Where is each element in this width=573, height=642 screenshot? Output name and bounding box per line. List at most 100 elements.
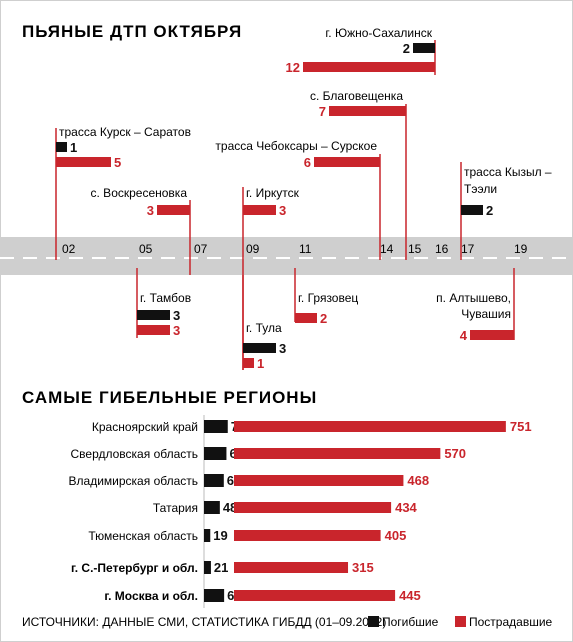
incident-label: с. Воскресеновка [91,186,188,200]
road-surface [0,237,573,275]
injured-bar [243,205,276,215]
killed-value-label: 2 [486,203,493,218]
injured-value-label: 315 [352,560,374,575]
region-label: Владимирская область [69,474,198,488]
incident-marker: г. Тула 31 [242,275,286,371]
axis-tick-label: 05 [139,242,153,256]
region-label: Татария [153,501,198,515]
incident-label: Тээли [464,182,497,196]
killed-value-label: 19 [213,528,227,543]
region-label: Красноярский край [92,420,198,434]
killed-bar [413,43,435,53]
injured-bar [137,325,170,335]
injured-bar [295,313,317,323]
chart-title: ПЬЯНЫЕ ДТП ОКТЯБРЯ [22,22,242,41]
legend-injured-label: Пострадавшие [469,615,553,629]
axis-tick-label: 17 [461,242,475,256]
injured-value-label: 445 [399,588,421,603]
incident-label: трасса Чебоксары – Сурское [215,139,377,153]
axis-tick-label: 11 [299,242,312,256]
killed-bar [137,310,170,320]
killed-value-label: 21 [214,560,228,575]
killed-bar [461,205,483,215]
axis-tick-label: 16 [435,242,449,256]
injured-value-label: 7 [319,104,326,119]
killed-value-label: 2 [403,41,410,56]
injured-value-label: 570 [444,446,466,461]
incident-marker: трасса Чебоксары – Сурское 6 [215,139,381,260]
injured-value-label: 3 [147,203,154,218]
incident-marker: трасса Кызыл – Тээли 2 [460,162,552,260]
axis-tick-label: 09 [246,242,260,256]
region-label: г. Москва и обл. [104,589,198,603]
injured-bar [243,358,254,368]
legend-swatch-killed [368,616,379,627]
injured-value-label: 434 [395,500,417,515]
incident-marker: г. Тамбов 33 [136,268,191,338]
road [0,237,573,275]
injured-bar [234,590,396,601]
axis-tick-label: 07 [194,242,208,256]
region-label: Тюменская область [88,529,198,543]
injured-bar [329,106,406,116]
incident-marker: г. Иркутск 3 [242,186,300,370]
incident-label: г. Грязовец [298,291,358,305]
injured-value-label: 2 [320,311,327,326]
killed-value-label: 1 [70,140,77,155]
injured-value-label: 3 [279,203,286,218]
injured-bar [56,157,111,167]
injured-bar [314,157,380,167]
axis-tick-label: 15 [408,242,422,256]
killed-value-label: 3 [173,308,180,323]
killed-value-label: 3 [279,341,286,356]
injured-bar [234,448,441,459]
region-label: г. С.-Петербург и обл. [71,561,198,575]
legend-swatch-injured [455,616,466,627]
injured-value-label: 405 [385,528,407,543]
injured-bar [303,62,435,72]
killed-bar [204,474,224,487]
incident-label: трасса Курск – Саратов [59,125,191,139]
injured-value-label: 12 [286,60,300,75]
killed-bar [204,561,211,574]
incident-label: г. Южно-Сахалинск [325,26,432,40]
injured-value-label: 4 [460,328,468,343]
incident-label: трасса Кызыл – [464,165,552,179]
incident-label: п. Алтышево, [436,291,511,305]
killed-bar [204,589,225,602]
incident-label: г. Тула [246,321,282,335]
incident-marker: с. Воскресеновка 3 [91,186,191,275]
source-note: ИСТОЧНИКИ: ДАННЫЕ СМИ, СТАТИСТИКА ГИБДД … [22,615,386,629]
incident-label: г. Тамбов [140,291,191,305]
killed-bar [204,447,227,460]
regions-title: САМЫЕ ГИБЕЛЬНЫЕ РЕГИОНЫ [22,388,317,407]
injured-value-label: 468 [407,473,429,488]
injured-bar [234,530,381,541]
killed-bar [204,529,211,542]
injured-bar [470,330,514,340]
injured-value-label: 5 [114,155,121,170]
injured-value-label: 751 [510,419,532,434]
footer: ИСТОЧНИКИ: ДАННЫЕ СМИ, СТАТИСТИКА ГИБДД … [22,615,553,629]
incident-marker: п. Алтышево, Чувашия 4 [436,268,515,343]
incident-label: с. Благовещенка [310,89,403,103]
injured-value-label: 6 [304,155,311,170]
injured-value-label: 1 [257,356,264,371]
incident-marker: г. Грязовец 2 [294,268,358,326]
axis-tick-label: 14 [380,242,394,256]
injured-bar [234,502,392,513]
killed-value-label: 48 [223,500,237,515]
axis-tick-label: 02 [62,242,76,256]
killed-bar [243,343,276,353]
region-label: Свердловская область [71,447,198,461]
killed-bar [204,420,228,433]
injured-bar [157,205,190,215]
injured-bar [234,475,404,486]
incident-label: г. Иркутск [246,186,300,200]
killed-bar [204,501,220,514]
